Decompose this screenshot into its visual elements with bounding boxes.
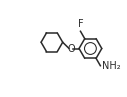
- Text: F: F: [78, 19, 83, 29]
- Text: NH₂: NH₂: [102, 61, 121, 71]
- Text: O: O: [67, 43, 75, 54]
